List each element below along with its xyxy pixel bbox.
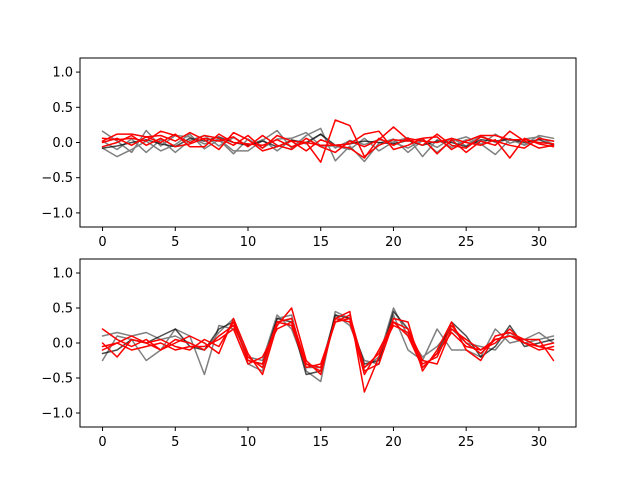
x-tick-label: 5: [171, 435, 179, 450]
x-tick-label: 5: [171, 235, 179, 250]
y-tick-label: −0.5: [41, 171, 73, 186]
y-tick-label: 0.0: [52, 136, 73, 151]
y-axis-bottom: −1.0 −0.5 0.0 0.5 1.0: [41, 267, 80, 422]
series-line-red: [101, 317, 555, 376]
y-tick-label: −1.0: [41, 407, 73, 422]
x-tick-label: 10: [240, 435, 257, 450]
y-tick-label: 1.0: [52, 66, 73, 81]
x-tick-label: 25: [458, 435, 475, 450]
x-tick-label: 20: [385, 235, 402, 250]
x-tick-label: 30: [531, 435, 548, 450]
y-tick-label: 0.5: [52, 101, 73, 116]
x-tick-label: 15: [312, 435, 329, 450]
x-tick-label: 10: [240, 235, 257, 250]
series-layer-bottom: [101, 307, 555, 393]
y-tick-label: −1.0: [41, 206, 73, 221]
series-line-red: [101, 133, 555, 159]
x-axis-bottom: 0 5 10 15 20 25 30: [98, 427, 547, 450]
series-layer-top: [101, 119, 555, 163]
x-tick-label: 25: [458, 235, 475, 250]
x-tick-label: 0: [98, 235, 106, 250]
subplot-bottom: 0 5 10 15 20 25 30 −1.0 −0.5 0.0 0.5 1.0: [41, 258, 577, 450]
x-tick-label: 15: [312, 235, 329, 250]
x-tick-label: 30: [531, 235, 548, 250]
y-tick-label: 1.0: [52, 267, 73, 282]
x-tick-label: 20: [385, 435, 402, 450]
y-tick-label: 0.0: [52, 337, 73, 352]
y-tick-label: −0.5: [41, 372, 73, 387]
y-axis-top: −1.0 −0.5 0.0 0.5 1.0: [41, 66, 80, 221]
y-tick-label: 0.5: [52, 302, 73, 317]
x-axis-top: 0 5 10 15 20 25 30: [98, 227, 547, 250]
subplot-top: 0 5 10 15 20 25 30 −1.0 −0.5 0.0 0.5 1.0: [41, 57, 577, 250]
x-tick-label: 0: [98, 435, 106, 450]
series-line-red: [101, 126, 555, 154]
series-line-red: [101, 119, 555, 163]
